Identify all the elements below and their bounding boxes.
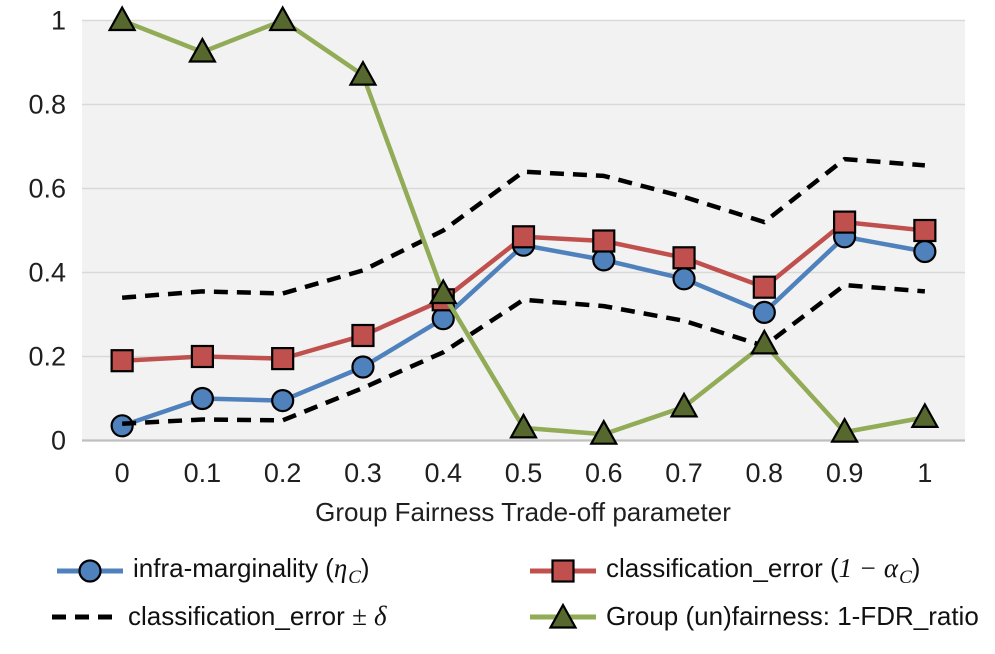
- marker-circle-infra-marginality: [110, 414, 134, 438]
- legend-label: Group (un)fairness: 1-FDR_ratio: [606, 601, 979, 631]
- x-axis-title: Group Fairness Trade-off parameter: [315, 497, 731, 527]
- legend-item-classification-error-delta-band: classification_error ± δ: [50, 601, 387, 632]
- marker-triangle-group-unfairness: [749, 328, 779, 355]
- marker-triangle-group-unfairness: [188, 36, 217, 63]
- legend-marker-circle: [78, 559, 102, 583]
- marker-square-classification-error: [351, 323, 375, 348]
- marker-circle-infra-marginality: [351, 355, 375, 379]
- legend-item-classification-error: classification_error (1 − αC): [528, 553, 920, 589]
- legend-dash-swatch-icon: [52, 614, 118, 619]
- x-tick-label: 0.6: [585, 458, 623, 488]
- legend-label: infra-marginality (ηC): [133, 553, 370, 588]
- legend-label: classification_error ± δ: [128, 601, 387, 631]
- marker-triangle-group-unfairness: [348, 59, 378, 86]
- marker-circle-infra-marginality: [752, 300, 776, 324]
- series-line-classification-error-plus-delta: [121, 156, 926, 300]
- marker-triangle-group-unfairness: [509, 412, 538, 439]
- marker-circle-infra-marginality: [190, 386, 215, 411]
- marker-triangle-group-unfairness: [669, 391, 699, 418]
- x-tick-label: 1: [917, 458, 932, 488]
- marker-square-classification-error: [672, 246, 696, 270]
- x-tick-label: 0.2: [264, 458, 302, 488]
- fairness-tradeoff-chart: Group Fairness Trade-off parameter 0 0.2 0…: [28, 5, 965, 527]
- marker-square-classification-error: [913, 218, 937, 243]
- x-tick-label: 0.8: [746, 458, 784, 488]
- y-tick-label: 1: [51, 6, 66, 36]
- marker-triangle-group-unfairness: [107, 5, 137, 32]
- x-tick-label: 0.9: [826, 458, 864, 488]
- marker-circle-infra-marginality: [271, 389, 295, 413]
- x-tick-label: 0.3: [344, 458, 382, 488]
- legend-square-swatch-icon: [530, 559, 596, 583]
- y-tick-label: 0.6: [28, 174, 66, 204]
- x-tick-label: 0.1: [184, 458, 222, 488]
- x-tick-label: 0.5: [505, 458, 543, 488]
- marker-triangle-group-unfairness: [830, 416, 859, 443]
- marker-circle-infra-marginality: [913, 239, 937, 264]
- legend-item-infra-marginality: infra-marginality (ηC): [55, 553, 370, 589]
- marker-square-classification-error: [832, 210, 857, 234]
- x-tick-label: 0.4: [424, 458, 462, 488]
- marker-triangle-group-unfairness: [589, 418, 619, 445]
- legend-triangle-swatch-icon: [530, 602, 596, 629]
- marker-square-classification-error: [190, 344, 215, 369]
- y-tick-label: 0: [51, 426, 66, 456]
- y-tick-label: 0.4: [28, 258, 66, 288]
- marker-triangle-group-unfairness: [428, 278, 458, 305]
- x-tick-label: 0: [115, 458, 130, 488]
- legend-label: classification_error (1 − αC): [606, 553, 921, 588]
- marker-triangle-group-unfairness: [268, 5, 298, 32]
- marker-square-classification-error: [271, 347, 295, 371]
- marker-circle-infra-marginality: [672, 267, 696, 291]
- marker-square-classification-error: [592, 229, 616, 253]
- x-tick-label: 0.7: [665, 458, 703, 488]
- legend-item-group-unfairness: Group (un)fairness: 1-FDR_ratio: [528, 601, 979, 632]
- marker-square-classification-error: [110, 349, 134, 373]
- marker-triangle-group-unfairness: [910, 402, 940, 428]
- legend-circle-swatch-icon: [57, 559, 123, 583]
- legend-marker-square: [551, 559, 575, 583]
- y-tick-label: 0.8: [28, 90, 66, 120]
- marker-square-classification-error: [752, 275, 776, 299]
- y-tick-label: 0.2: [28, 342, 66, 372]
- legend-marker-triangle: [548, 602, 578, 629]
- marker-square-classification-error: [511, 225, 536, 249]
